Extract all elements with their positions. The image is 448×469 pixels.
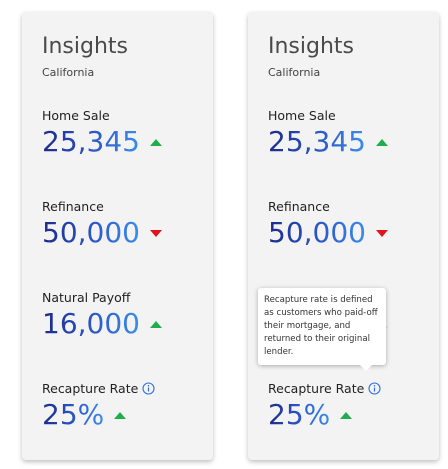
metric-label: Natural Payoff (42, 290, 130, 305)
metric-label-text: Refinance (42, 199, 104, 214)
card-subtitle: California (42, 66, 95, 79)
metric-value: 25,345 (268, 125, 388, 158)
metric-number: 25% (42, 398, 105, 431)
metric-label: Recapture Rate (42, 381, 155, 396)
metric-label-text: Home Sale (42, 108, 110, 123)
metric-number: 16,000 (42, 307, 140, 340)
metric-number: 25,345 (42, 125, 140, 158)
trend-arrow (375, 138, 388, 146)
trend-arrow (114, 411, 127, 419)
metric-number: 25% (268, 398, 331, 431)
metric-label-text: Natural Payoff (42, 290, 131, 305)
metric-number: 50,000 (268, 216, 366, 249)
insights-card: Insights California Home Sale 25,345 Refinan… (248, 12, 439, 460)
metric-value: 50,000 (268, 216, 388, 249)
card-subtitle: California (268, 66, 321, 79)
metric-value: 50,000 (42, 216, 162, 249)
trend-arrow (340, 411, 353, 419)
trend-arrow (375, 229, 388, 237)
metric-value: 25% (268, 398, 353, 431)
metric-value: 16,000 (42, 307, 162, 340)
metric-label: Recapture Rate (268, 381, 381, 396)
metric-number: 25,345 (268, 125, 366, 158)
info-icon[interactable] (368, 382, 381, 395)
info-icon[interactable] (142, 382, 155, 395)
metric-label: Refinance (268, 199, 330, 214)
metric-number: 50,000 (42, 216, 140, 249)
metric-value: 25,345 (42, 125, 162, 158)
card-title: Insights (42, 34, 129, 59)
metric-label: Home Sale (42, 108, 110, 123)
metric-label: Refinance (42, 199, 104, 214)
card-title: Insights (268, 34, 355, 59)
metric-value: 25% (42, 398, 127, 431)
tooltip: Recapture rate is defined as customers w… (258, 288, 386, 372)
metric-label-text: Home Sale (268, 108, 336, 123)
insights-card: Insights California Home Sale 25,345 Refinan… (22, 12, 213, 460)
metric-label-text: Recapture Rate (42, 381, 139, 396)
metric-label: Home Sale (268, 108, 336, 123)
metric-label-text: Recapture Rate (268, 381, 365, 396)
trend-arrow (149, 138, 162, 146)
trend-arrow (149, 229, 162, 237)
metric-label-text: Refinance (268, 199, 330, 214)
trend-arrow (149, 320, 162, 328)
